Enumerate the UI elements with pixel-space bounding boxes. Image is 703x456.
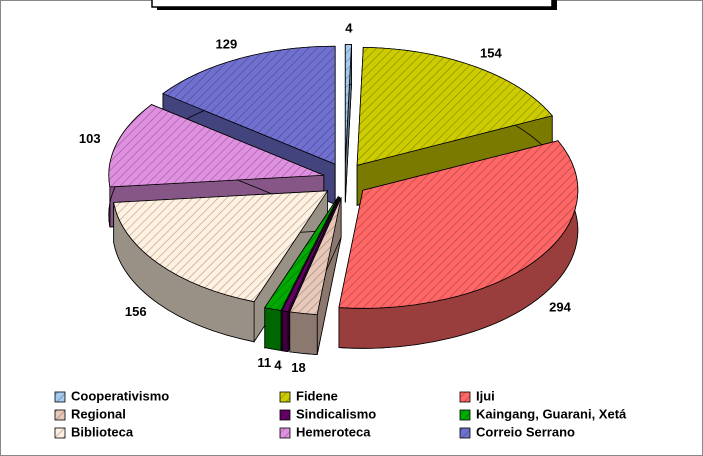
legend-swatch-pattern xyxy=(460,428,470,438)
data-label: 103 xyxy=(79,131,101,146)
slice-wall xyxy=(289,311,318,356)
legend-swatch-pattern xyxy=(460,410,470,420)
legend-label: Cooperativismo xyxy=(71,388,169,403)
legend-label: Biblioteca xyxy=(71,424,134,439)
data-label: 156 xyxy=(125,304,147,319)
data-label: 129 xyxy=(216,36,238,51)
data-label: 18 xyxy=(291,360,305,375)
legend-label: Fidene xyxy=(296,388,338,403)
legend-swatch-pattern xyxy=(280,392,290,402)
slice-wall xyxy=(264,307,282,351)
data-label: 294 xyxy=(549,300,571,315)
slice-pattern xyxy=(282,197,340,312)
slice-tops xyxy=(108,44,579,316)
data-label: 11 xyxy=(257,355,271,370)
slice-pattern xyxy=(357,47,553,166)
legend-swatch-pattern xyxy=(280,410,290,420)
legend-swatch-pattern xyxy=(280,428,290,438)
legend-swatch-pattern xyxy=(460,392,470,402)
slice-pattern xyxy=(345,44,352,163)
legend-swatch-pattern xyxy=(55,428,65,438)
data-label: 4 xyxy=(345,21,353,36)
legend-label: Correio Serrano xyxy=(476,424,575,439)
slice-pattern xyxy=(108,104,324,187)
legend-label: Regional xyxy=(71,406,126,421)
slice-pattern xyxy=(289,197,342,315)
legend-label: Kaingang, Guarani, Xetá xyxy=(476,406,627,421)
title-box xyxy=(151,0,553,8)
slice-wall xyxy=(281,310,289,353)
legend-label: Sindicalismo xyxy=(296,406,376,421)
data-label: 4 xyxy=(274,357,282,372)
slice-pattern xyxy=(338,140,578,309)
legend-label: Hemeroteca xyxy=(296,424,371,439)
legend-label: Ijui xyxy=(476,388,495,403)
slice-pattern xyxy=(113,190,328,302)
legend: Cooperativismo Fidene Ijui Regional Sindical… xyxy=(54,388,627,439)
slice-pattern xyxy=(163,46,336,165)
data-label: 154 xyxy=(480,45,502,60)
slice-pattern xyxy=(264,196,339,311)
legend-swatch-pattern xyxy=(55,392,65,402)
legend-swatch-pattern xyxy=(55,410,65,420)
